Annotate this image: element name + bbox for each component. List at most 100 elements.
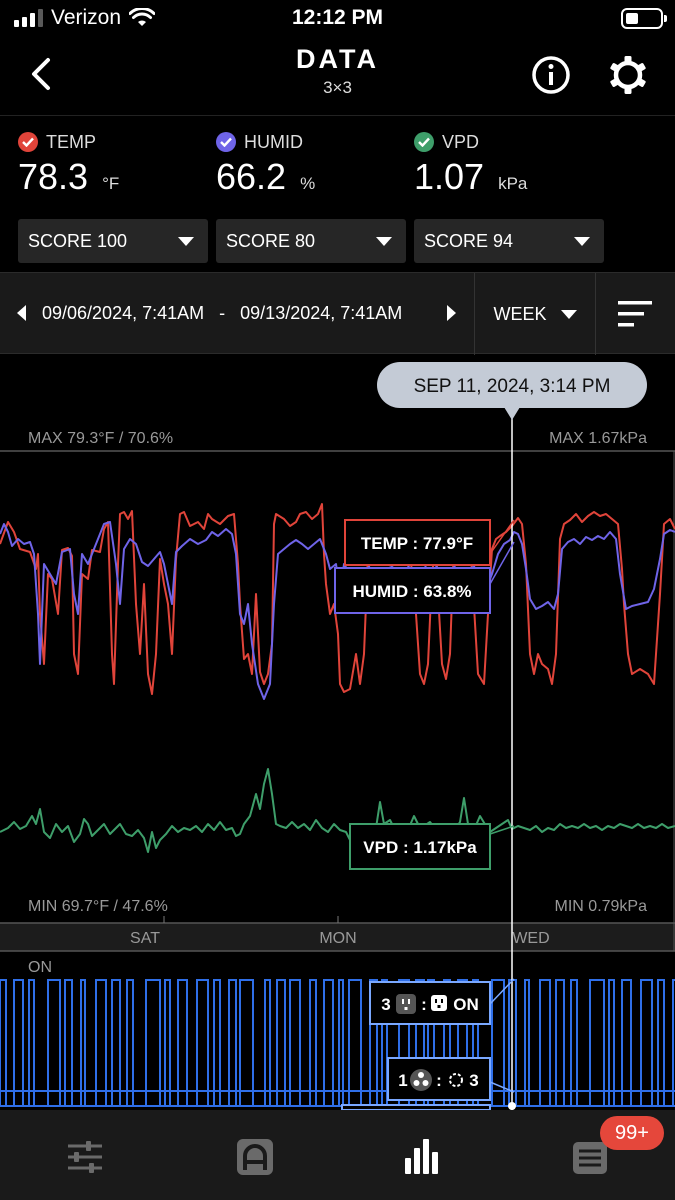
fan-level: 3 xyxy=(469,1071,478,1090)
humid-connector xyxy=(489,541,515,585)
history-chart[interactable]: MAX 79.3°F / 70.6% MAX 1.67kPa MIN 69.7°… xyxy=(0,354,675,1110)
fan-number: 1 xyxy=(398,1071,407,1090)
status-time: 12:12 PM xyxy=(291,6,384,29)
range-end: 09/13/2024, 7:41AM xyxy=(240,303,403,323)
device-pulse xyxy=(177,979,188,1106)
period-label: WEEK xyxy=(493,303,547,324)
vpd-reading: VPD 1.07 kPa xyxy=(414,130,604,198)
range-separator: - xyxy=(219,303,226,323)
device-pulse xyxy=(640,979,653,1106)
gear-icon[interactable] xyxy=(606,53,650,97)
device-pulse xyxy=(369,979,378,1106)
device-pulse xyxy=(228,979,237,1106)
max-left-label: MAX 79.3°F / 70.6% xyxy=(28,430,173,447)
humid-reading: HUMID 66.2% xyxy=(216,130,406,198)
device-pulse xyxy=(524,979,530,1106)
previous-range-icon[interactable] xyxy=(17,305,26,321)
tab-bar xyxy=(0,1110,675,1200)
device-pulse xyxy=(672,979,675,1106)
chart-canvas[interactable]: MAX 79.3°F / 70.6% MAX 1.67kPa MIN 69.7°… xyxy=(0,354,675,1110)
device-pulse xyxy=(95,979,107,1106)
nav-header: DATA 3×3 xyxy=(0,40,675,116)
device-pulse xyxy=(589,979,605,1106)
range-start: 09/06/2024, 7:41AM xyxy=(42,303,205,323)
device-pulse xyxy=(309,979,317,1106)
fan-connector xyxy=(489,1081,515,1093)
caret-down-icon xyxy=(376,236,392,246)
sliders-icon[interactable] xyxy=(60,1132,110,1182)
period-dropdown[interactable]: WEEK xyxy=(476,273,594,355)
temp-score-dropdown[interactable]: SCORE 100 xyxy=(18,219,208,263)
vpd-score-label: SCORE 94 xyxy=(424,230,514,251)
vpd-value: 1.07 xyxy=(414,156,485,197)
outlet-connector xyxy=(489,978,515,1005)
check-icon xyxy=(216,132,236,152)
vpd-connector xyxy=(489,825,515,835)
temp-series-line xyxy=(0,503,675,695)
tooltip-colon: : xyxy=(421,995,427,1014)
temp-reading: TEMP 78.3 °F xyxy=(18,130,208,198)
date-range: 09/06/2024, 7:41AM - 09/13/2024, 7:41AM xyxy=(42,303,402,324)
app-a-icon[interactable] xyxy=(230,1132,280,1182)
device-pulse xyxy=(28,979,35,1106)
info-icon[interactable] xyxy=(530,54,572,96)
caret-down-icon xyxy=(560,309,577,319)
device-pulse xyxy=(555,979,565,1106)
list-icon[interactable] xyxy=(565,1132,615,1182)
carrier-name: Verizon xyxy=(51,6,122,29)
device-pulse xyxy=(491,979,505,1106)
chart-bars-icon[interactable] xyxy=(397,1132,447,1182)
device-pulse xyxy=(80,979,86,1106)
divider xyxy=(474,273,475,355)
device-pulse xyxy=(13,979,24,1106)
device-pulse xyxy=(264,979,271,1106)
device-pulse xyxy=(348,979,362,1106)
carrier-area: Verizon xyxy=(14,6,156,30)
vpd-series-line xyxy=(0,768,675,853)
min-right-label: MIN 0.79kPa xyxy=(555,898,648,915)
cursor-date-label: SEP 11, 2024, 3:14 PM xyxy=(414,376,611,397)
page-subtitle: 3×3 xyxy=(323,78,352,97)
date-range-bar: 09/06/2024, 7:41AM - 09/13/2024, 7:41AM … xyxy=(0,272,675,355)
device-pulse xyxy=(608,979,615,1106)
cursor-date-bubble: SEP 11, 2024, 3:14 PM xyxy=(377,362,647,420)
fan-speed-icon xyxy=(449,1073,463,1087)
device-pulse xyxy=(539,979,551,1106)
humid-label: HUMID xyxy=(244,131,303,152)
vpd-unit: kPa xyxy=(498,174,528,193)
device-pulse xyxy=(427,979,435,1106)
device-pulse xyxy=(621,979,632,1106)
humid-series-line xyxy=(0,521,675,700)
device-pulse xyxy=(443,979,451,1106)
vpd-score-dropdown[interactable]: SCORE 94 xyxy=(414,219,604,263)
wifi-icon xyxy=(129,8,156,26)
chevron-left-icon[interactable] xyxy=(22,50,62,98)
day-label-wed: WED xyxy=(512,930,549,947)
device-pulse xyxy=(570,979,578,1106)
device-pulse xyxy=(338,979,344,1106)
device-pulse xyxy=(276,979,286,1106)
day-label-mon: MON xyxy=(319,930,356,947)
humid-score-dropdown[interactable]: SCORE 80 xyxy=(216,219,406,263)
outlet-small-icon xyxy=(431,995,447,1011)
signal-icon xyxy=(14,9,43,27)
check-icon xyxy=(18,132,38,152)
sort-icon[interactable] xyxy=(596,273,675,355)
device-pulse xyxy=(64,979,73,1106)
outlet-icon xyxy=(396,994,416,1014)
device-pulse xyxy=(457,979,468,1106)
check-icon xyxy=(414,132,434,152)
humid-score-label: SCORE 80 xyxy=(226,230,316,251)
battery-icon xyxy=(621,8,667,29)
humid-unit: % xyxy=(300,174,316,193)
notification-badge: 99+ xyxy=(600,1116,664,1150)
cursor-dot xyxy=(508,1102,516,1110)
device-pulse xyxy=(381,979,388,1106)
device-pulse xyxy=(111,979,121,1106)
device-pulse xyxy=(126,979,134,1106)
next-range-icon[interactable] xyxy=(447,305,456,321)
temp-connector xyxy=(489,519,515,555)
device-pulse xyxy=(145,979,161,1106)
device-pulse xyxy=(213,979,221,1106)
device-pulse xyxy=(323,979,334,1106)
